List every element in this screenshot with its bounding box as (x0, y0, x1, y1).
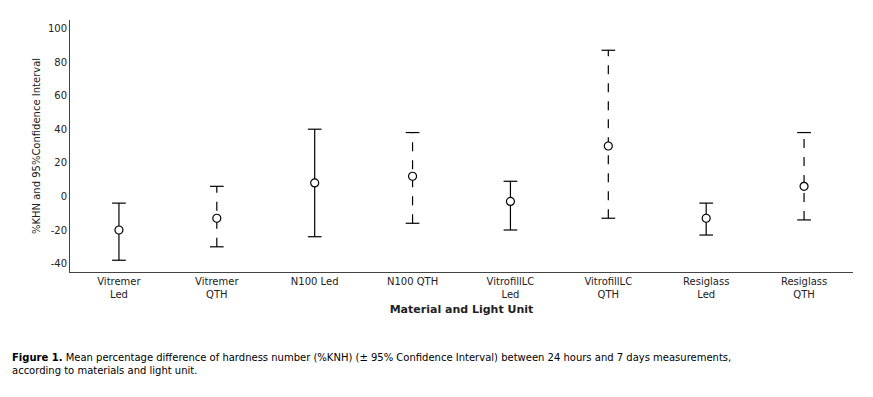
svg-text:VitremerLed: VitremerLed (97, 276, 141, 300)
svg-text:N100 Led: N100 Led (291, 276, 339, 287)
svg-text:Material and Light Unit: Material and Light Unit (390, 303, 534, 316)
svg-text:-40: -40 (51, 258, 67, 269)
svg-text:100: 100 (48, 23, 67, 34)
svg-text:%KHN and 95%Confidence Interva: %KHN and 95%Confidence Interval (31, 58, 42, 234)
svg-text:VitrofillLCQTH: VitrofillLCQTH (584, 276, 632, 300)
svg-text:ResiglassLed: ResiglassLed (683, 276, 729, 300)
svg-text:ResiglassQTH: ResiglassQTH (781, 276, 827, 300)
svg-text:40: 40 (54, 124, 67, 135)
svg-text:Figure 1. Mean percentage diff: Figure 1. Mean percentage difference of … (12, 352, 731, 376)
svg-text:0: 0 (61, 191, 67, 202)
svg-text:VitremerQTH: VitremerQTH (195, 276, 239, 300)
svg-text:-20: -20 (51, 225, 67, 236)
svg-text:80: 80 (54, 57, 67, 68)
svg-text:20: 20 (54, 157, 67, 168)
svg-text:60: 60 (54, 90, 67, 101)
svg-text:N100 QTH: N100 QTH (387, 276, 438, 287)
svg-text:VitrofillLCLed: VitrofillLCLed (487, 276, 535, 300)
